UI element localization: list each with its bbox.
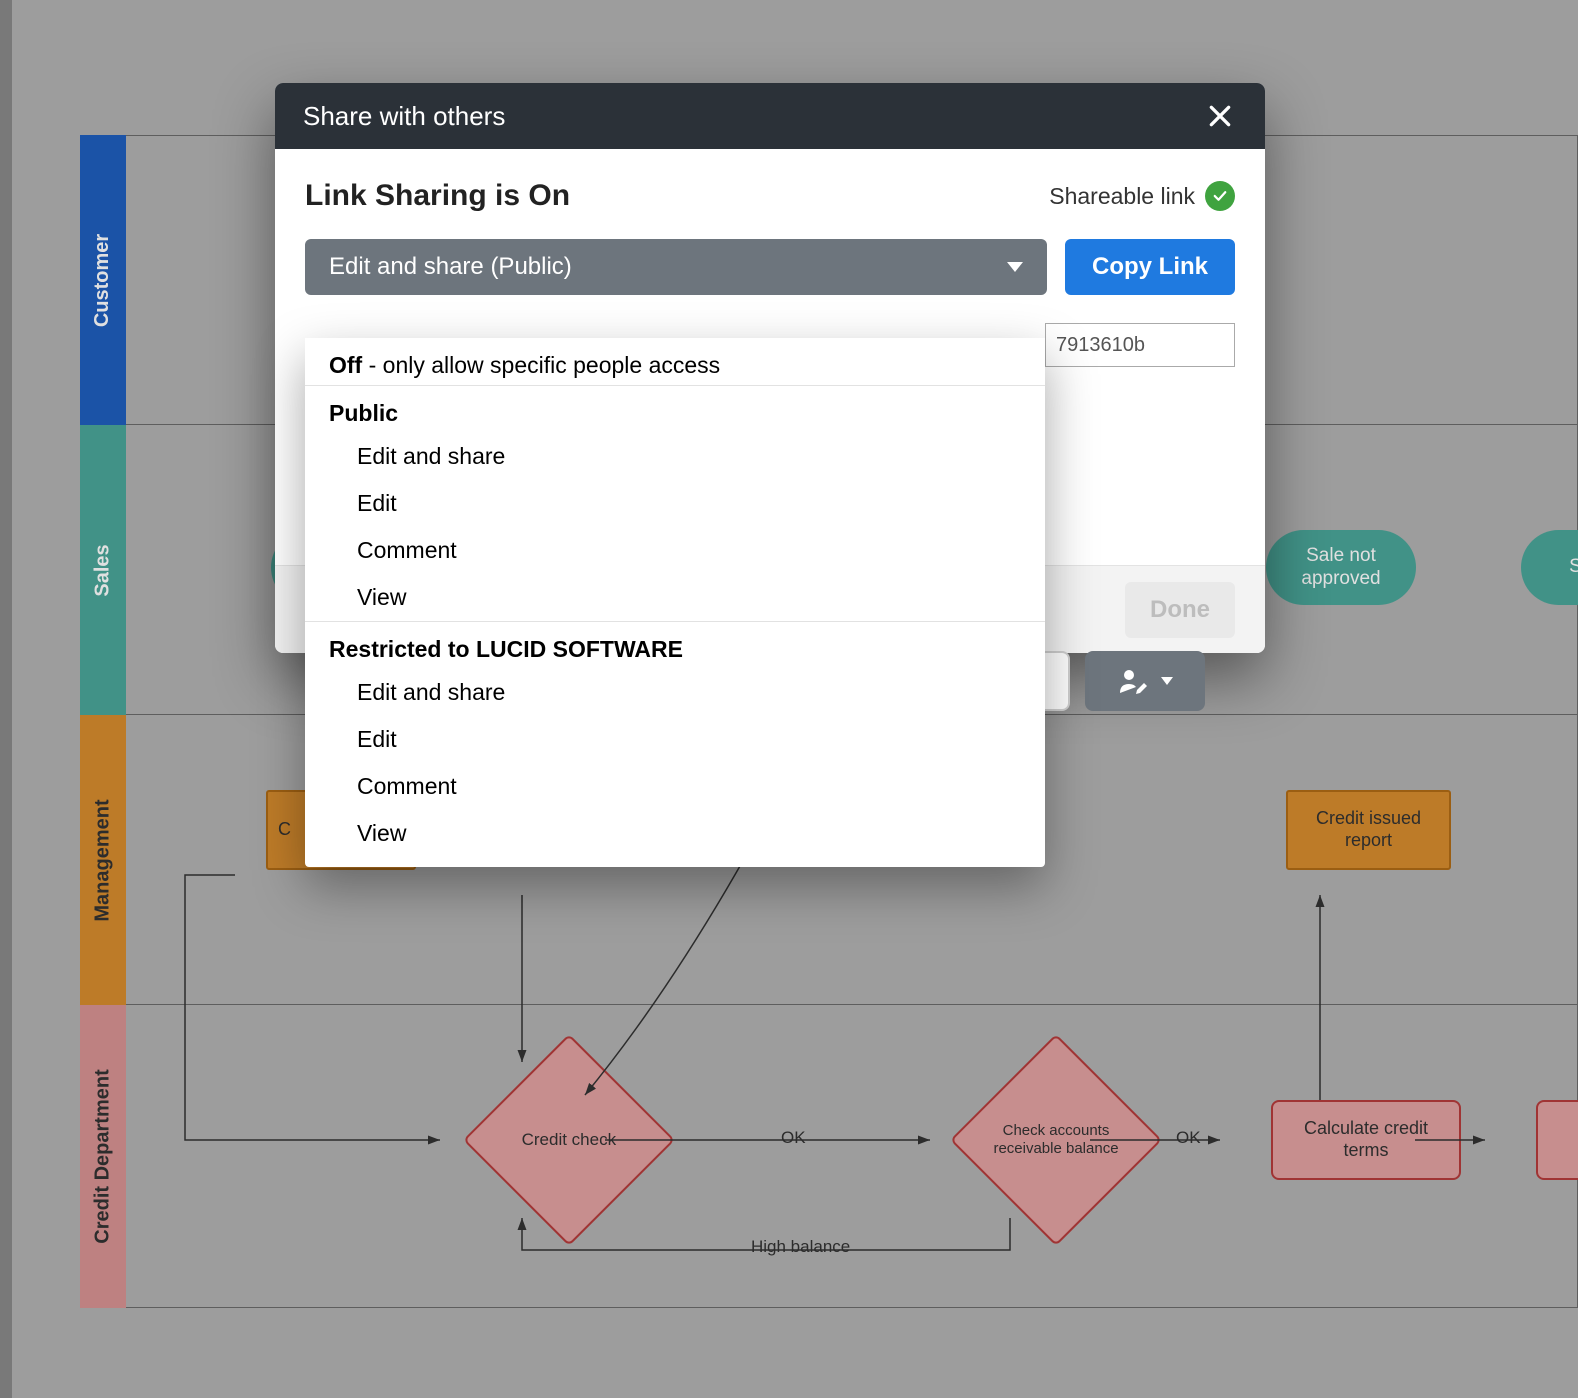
invite-permission-button[interactable]	[1085, 651, 1205, 711]
dropdown-option-public-view[interactable]: View	[305, 574, 1045, 621]
check-badge	[1205, 181, 1235, 211]
dropdown-option-off[interactable]: Off - only allow specific people access	[305, 338, 1045, 385]
shareable-link-label: Shareable link	[1049, 183, 1195, 210]
check-icon	[1211, 187, 1229, 205]
permission-select-value: Edit and share (Public)	[329, 253, 572, 281]
modal-header: Share with others	[275, 83, 1265, 149]
done-button[interactable]: Done	[1125, 582, 1235, 638]
modal-body: Link Sharing is On Shareable link Edit a…	[275, 149, 1265, 295]
title-row: Link Sharing is On Shareable link	[305, 179, 1235, 213]
close-button[interactable]	[1203, 99, 1237, 133]
dropdown-section-public: Public	[305, 385, 1045, 433]
dropdown-option-public-comment[interactable]: Comment	[305, 527, 1045, 574]
dropdown-option-restricted-comment[interactable]: Comment	[305, 763, 1045, 810]
share-link-input[interactable]	[1045, 323, 1235, 367]
dropdown-option-public-edit[interactable]: Edit	[305, 480, 1045, 527]
user-edit-icon	[1117, 666, 1151, 696]
select-row: Edit and share (Public) Copy Link	[305, 239, 1235, 295]
link-sharing-title: Link Sharing is On	[305, 179, 570, 213]
shareable-link-indicator: Shareable link	[1049, 181, 1235, 211]
dropdown-option-restricted-edit-share[interactable]: Edit and share	[305, 669, 1045, 716]
permission-select[interactable]: Edit and share (Public)	[305, 239, 1047, 295]
dropdown-section-restricted: Restricted to LUCID SOFTWARE	[305, 621, 1045, 669]
dropdown-option-restricted-edit[interactable]: Edit	[305, 716, 1045, 763]
dropdown-option-restricted-view[interactable]: View	[305, 810, 1045, 857]
modal-title: Share with others	[303, 101, 505, 132]
copy-link-button[interactable]: Copy Link	[1065, 239, 1235, 295]
chevron-down-icon	[1161, 677, 1173, 685]
dropdown-option-public-edit-share[interactable]: Edit and share	[305, 433, 1045, 480]
chevron-down-icon	[1007, 262, 1023, 272]
permission-dropdown: Off - only allow specific people access …	[305, 338, 1045, 867]
close-icon	[1207, 103, 1233, 129]
